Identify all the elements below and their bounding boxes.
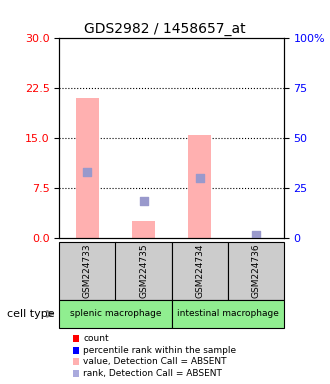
Text: intestinal macrophage: intestinal macrophage [177,310,279,318]
Text: GDS2982 / 1458657_at: GDS2982 / 1458657_at [84,22,246,36]
Text: GSM224734: GSM224734 [195,243,204,298]
Bar [132,222,155,238]
Point [141,199,146,205]
Text: GSM224733: GSM224733 [83,243,92,298]
Point [197,175,202,181]
Text: cell type: cell type [7,309,54,319]
Bar [188,135,211,238]
Text: rank, Detection Call = ABSENT: rank, Detection Call = ABSENT [83,369,222,378]
Text: percentile rank within the sample: percentile rank within the sample [83,346,237,355]
Text: GSM224735: GSM224735 [139,243,148,298]
Text: value, Detection Call = ABSENT: value, Detection Call = ABSENT [83,357,227,366]
Point [85,169,90,175]
Point [253,232,258,238]
Bar [76,98,99,238]
Text: GSM224736: GSM224736 [251,243,260,298]
Text: count: count [83,334,109,343]
Text: splenic macrophage: splenic macrophage [70,310,161,318]
